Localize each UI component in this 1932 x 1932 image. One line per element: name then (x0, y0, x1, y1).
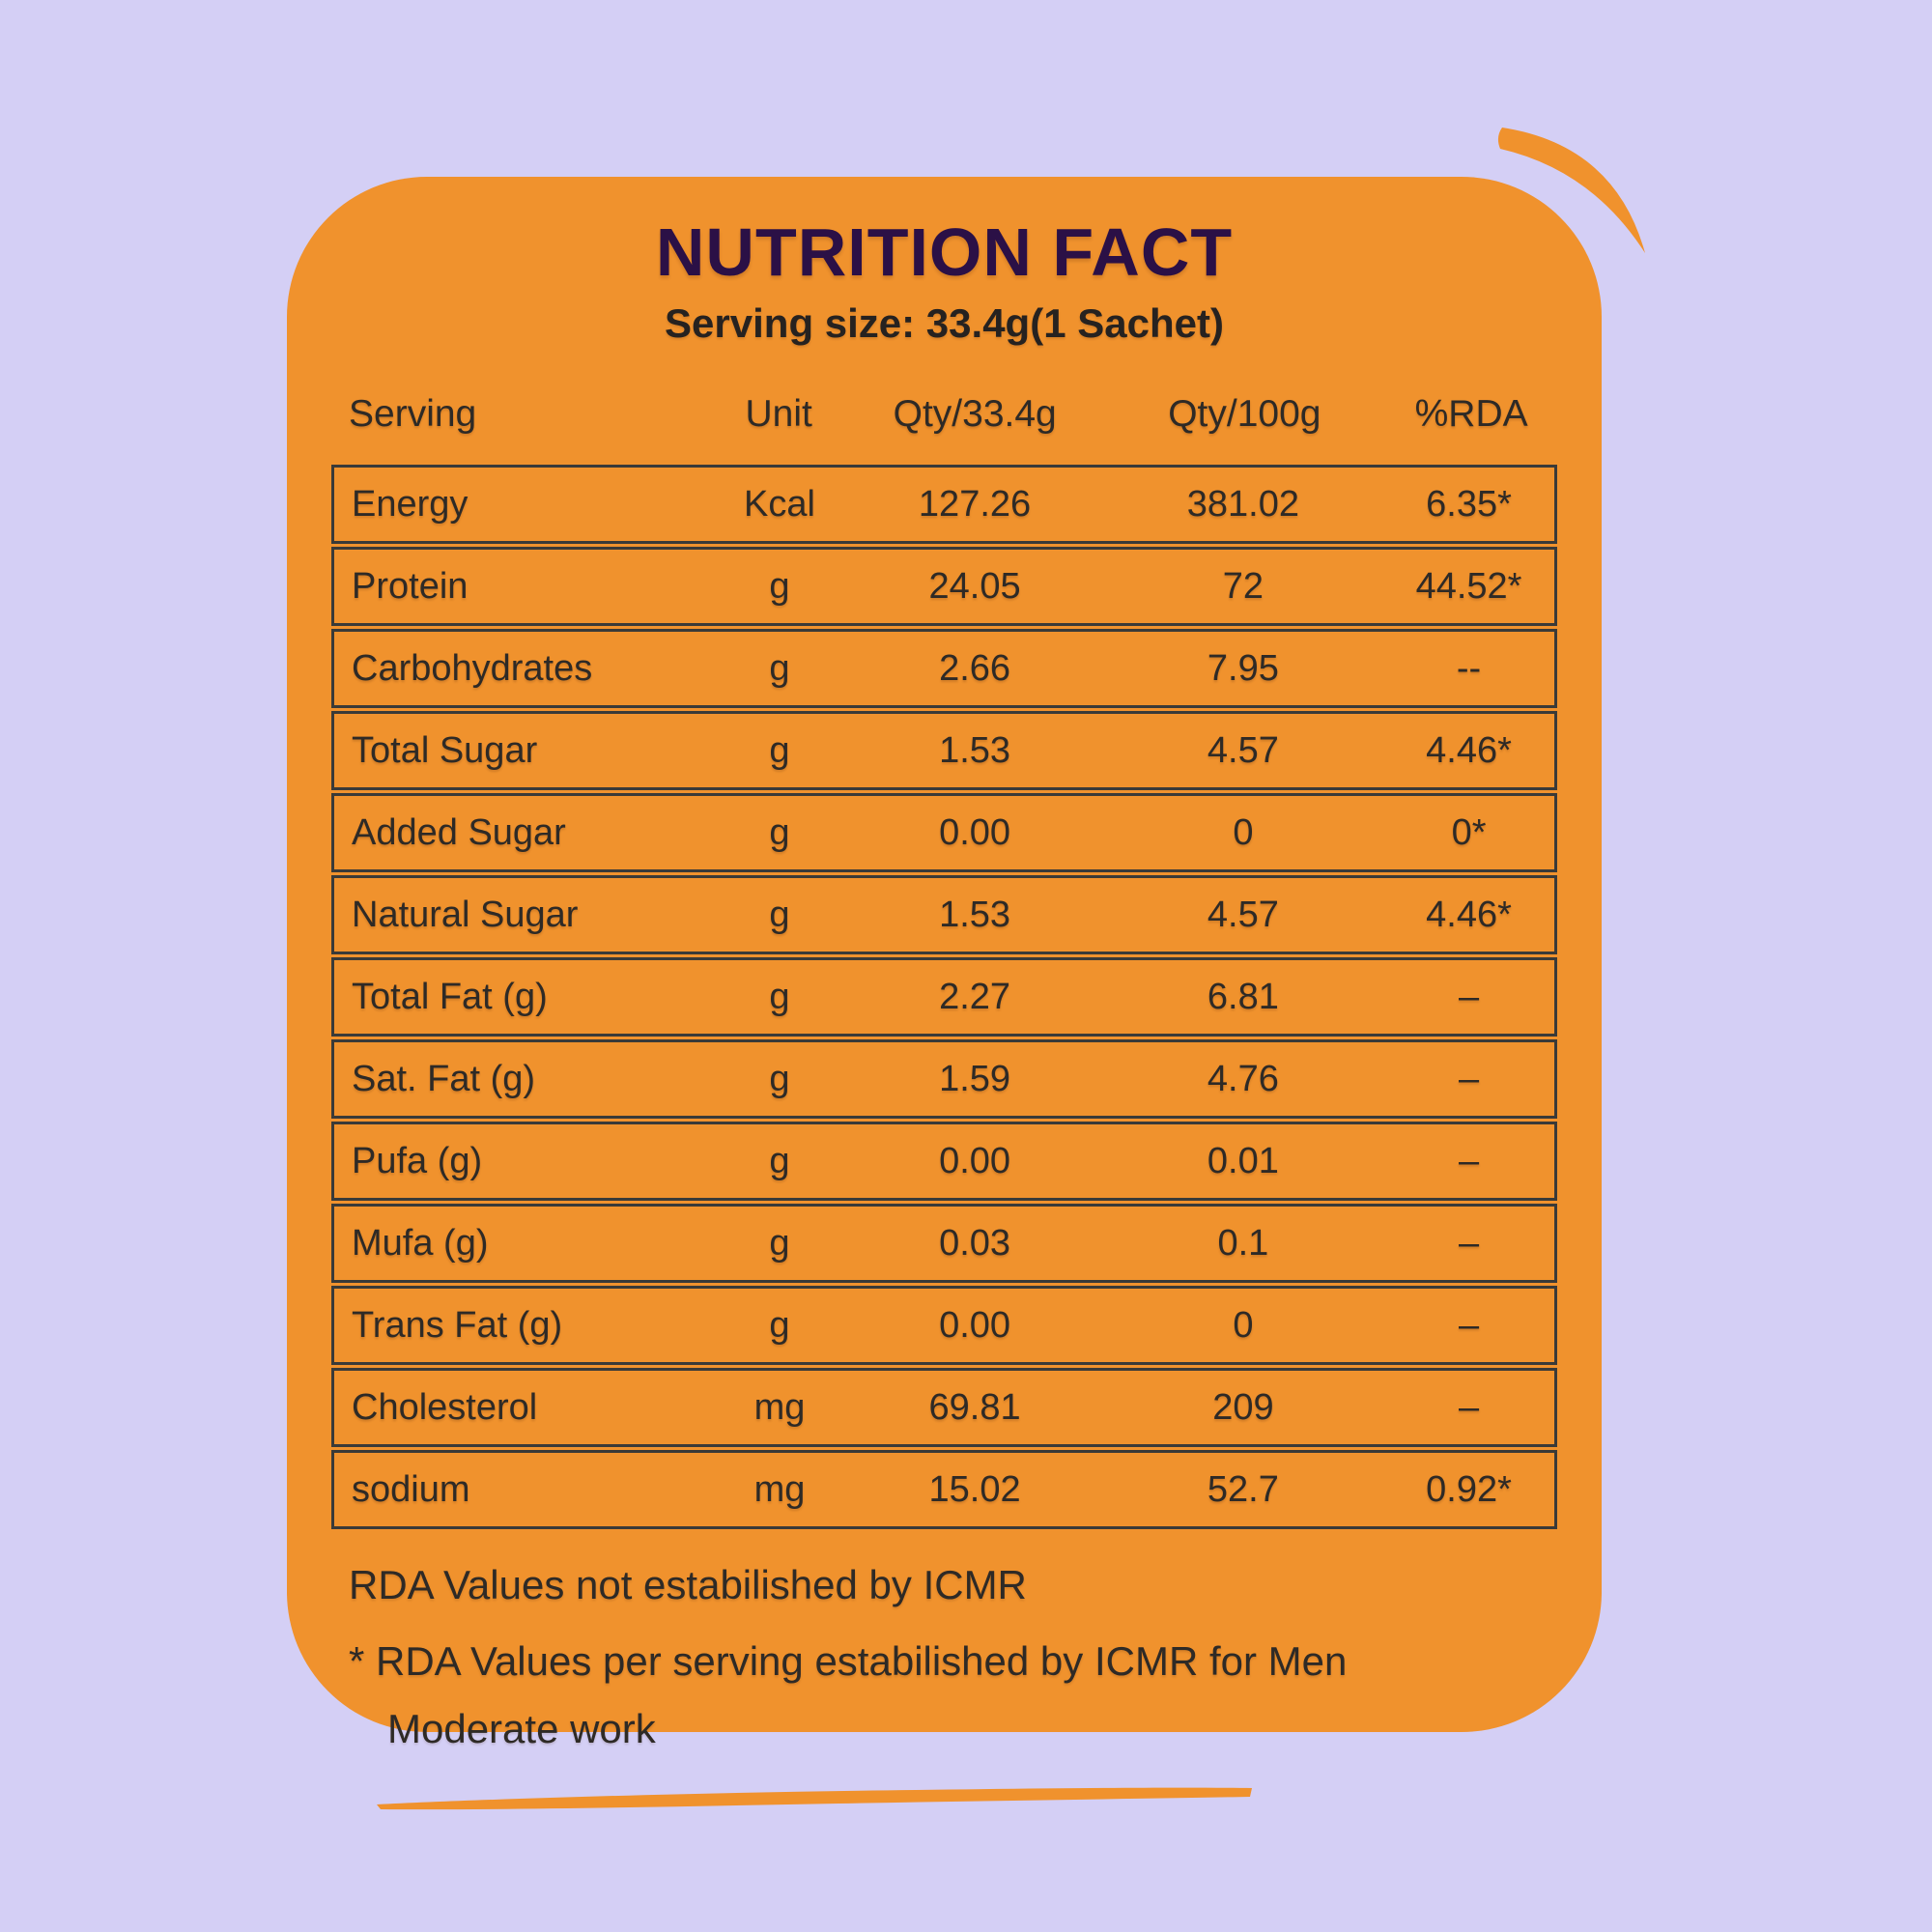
qty-per-100g: 0.1 (1217, 1222, 1269, 1264)
nutrient-unit: g (769, 1058, 790, 1099)
qty-per-100g: 0 (1233, 811, 1254, 853)
qty-per-100g: 52.7 (1207, 1468, 1279, 1510)
rda-percent: – (1458, 1140, 1480, 1181)
nutrient-unit: g (769, 1140, 790, 1181)
nutrient-name: Total Fat (g) (352, 976, 548, 1017)
nutrient-unit: mg (753, 1386, 806, 1428)
nutrition-label-card: NUTRITION FACT Serving size: 33.4g(1 Sac… (287, 177, 1602, 1751)
qty-per-serving: 2.66 (939, 647, 1011, 689)
qty-per-100g: 209 (1212, 1386, 1274, 1428)
qty-per-serving: 15.02 (928, 1468, 1021, 1510)
rda-percent: 44.52* (1415, 565, 1522, 607)
nutrient-unit: mg (753, 1468, 806, 1510)
rda-percent: – (1458, 1222, 1480, 1264)
table-row: Added Sugar g 0.00 0 0* (331, 793, 1557, 872)
rda-percent: – (1458, 1058, 1480, 1099)
table-row: Energy Kcal 127.26 381.02 6.35* (331, 465, 1557, 544)
nutrient-name: Sat. Fat (g) (352, 1058, 536, 1099)
qty-per-100g: 72 (1222, 565, 1264, 607)
qty-per-100g: 7.95 (1207, 647, 1279, 689)
footnotes: RDA Values not estabilished by ICMR * RD… (331, 1560, 1557, 1755)
nutrient-unit: g (769, 894, 790, 935)
nutrient-unit: g (769, 1304, 790, 1346)
qty-per-serving: 1.59 (939, 1058, 1011, 1099)
rda-percent: 6.35* (1426, 483, 1512, 525)
qty-per-serving: 69.81 (928, 1386, 1021, 1428)
nutrient-name: Carbohydrates (352, 647, 593, 689)
table-row: Carbohydrates g 2.66 7.95 -- (331, 629, 1557, 708)
qty-per-100g: 4.57 (1207, 894, 1279, 935)
rda-percent: -- (1456, 647, 1482, 689)
nutrient-unit: g (769, 647, 790, 689)
bottom-brush-stroke-decoration (377, 1787, 1252, 1810)
nutrient-name: Protein (352, 565, 469, 607)
nutrient-name: Added Sugar (352, 811, 566, 853)
qty-per-serving: 1.53 (939, 894, 1011, 935)
rda-percent: 0.92* (1426, 1468, 1512, 1510)
rda-percent: – (1458, 976, 1480, 1017)
corner-swoosh-decoration (1497, 128, 1645, 253)
nutrient-name: Natural Sugar (352, 894, 579, 935)
table-row: Pufa (g) g 0.00 0.01 – (331, 1122, 1557, 1201)
qty-per-100g: 4.76 (1207, 1058, 1279, 1099)
column-header-qty-serving: Qty/33.4g (893, 393, 1057, 435)
footnote-rda-per-serving: * RDA Values per serving estabilished by… (349, 1637, 1348, 1684)
qty-per-serving: 1.53 (939, 729, 1011, 771)
table-row: Natural Sugar g 1.53 4.57 4.46* (331, 875, 1557, 954)
qty-per-serving: 2.27 (939, 976, 1011, 1017)
table-header-row: Serving Unit Qty/33.4g Qty/100g %RDA (331, 387, 1557, 441)
rda-percent: – (1458, 1304, 1480, 1346)
qty-per-100g: 4.57 (1207, 729, 1279, 771)
table-row: Trans Fat (g) g 0.00 0 – (331, 1286, 1557, 1365)
table-row: Cholesterol mg 69.81 209 – (331, 1368, 1557, 1447)
footnote-moderate-work: Moderate work (387, 1706, 656, 1751)
qty-per-100g: 0.01 (1207, 1140, 1279, 1181)
nutrient-unit: g (769, 1222, 790, 1264)
nutrient-name: Total Sugar (352, 729, 538, 771)
qty-per-serving: 0.00 (939, 1140, 1011, 1181)
qty-per-serving: 0.00 (939, 1304, 1011, 1346)
nutrient-unit: Kcal (744, 483, 815, 525)
rda-percent: 4.46* (1426, 894, 1512, 935)
table-row: Mufa (g) g 0.03 0.1 – (331, 1204, 1557, 1283)
table-row: Total Fat (g) g 2.27 6.81 – (331, 957, 1557, 1037)
column-header-serving: Serving (349, 393, 477, 435)
qty-per-serving: 0.00 (939, 811, 1011, 853)
column-header-unit: Unit (745, 393, 812, 435)
rda-percent: 4.46* (1426, 729, 1512, 771)
serving-size-subtitle: Serving size: 33.4g(1 Sachet) (665, 300, 1224, 346)
qty-per-serving: 127.26 (918, 483, 1032, 525)
table-row: sodium mg 15.02 52.7 0.92* (331, 1450, 1557, 1529)
footnote-rda-not-established: RDA Values not estabilished by ICMR (349, 1562, 1027, 1607)
table-row: Sat. Fat (g) g 1.59 4.76 – (331, 1039, 1557, 1119)
nutrient-unit: g (769, 729, 790, 771)
rda-percent: – (1458, 1386, 1480, 1428)
nutrient-unit: g (769, 811, 790, 853)
rda-percent: 0* (1451, 811, 1487, 853)
nutrient-name: Energy (352, 483, 469, 525)
nutrition-table: Energy Kcal 127.26 381.02 6.35* Protein … (331, 465, 1557, 1529)
column-header-rda: %RDA (1414, 393, 1528, 435)
column-header-qty-100g: Qty/100g (1168, 393, 1321, 435)
qty-per-100g: 381.02 (1186, 483, 1300, 525)
nutrient-unit: g (769, 976, 790, 1017)
qty-per-100g: 6.81 (1207, 976, 1279, 1017)
qty-per-serving: 0.03 (939, 1222, 1011, 1264)
nutrient-name: Cholesterol (352, 1386, 538, 1428)
qty-per-100g: 0 (1233, 1304, 1254, 1346)
page-title: NUTRITION FACT (655, 214, 1234, 290)
nutrient-name: Mufa (g) (352, 1222, 489, 1264)
nutrient-name: sodium (352, 1468, 470, 1510)
qty-per-serving: 24.05 (928, 565, 1021, 607)
nutrient-name: Trans Fat (g) (352, 1304, 563, 1346)
table-row: Total Sugar g 1.53 4.57 4.46* (331, 711, 1557, 790)
nutrient-name: Pufa (g) (352, 1140, 483, 1181)
table-row: Protein g 24.05 72 44.52* (331, 547, 1557, 626)
nutrient-unit: g (769, 565, 790, 607)
